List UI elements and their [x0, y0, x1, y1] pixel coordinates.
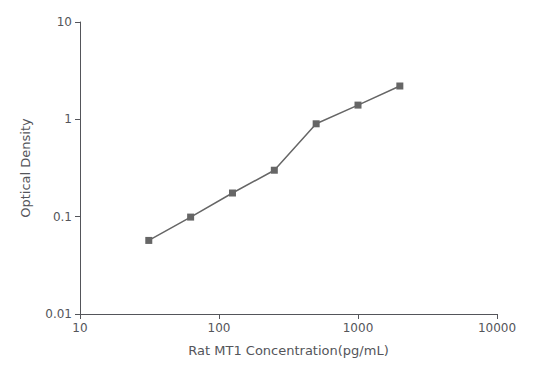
svg-text:Rat MT1 Concentration(pg/mL): Rat MT1 Concentration(pg/mL) [188, 343, 388, 358]
svg-text:10000: 10000 [478, 321, 516, 335]
svg-text:1: 1 [64, 112, 72, 126]
svg-text:1000: 1000 [343, 321, 374, 335]
svg-text:10: 10 [57, 15, 72, 29]
svg-text:0.1: 0.1 [53, 210, 72, 224]
svg-text:0.01: 0.01 [45, 307, 72, 321]
svg-text:10: 10 [72, 321, 87, 335]
svg-text:100: 100 [208, 321, 231, 335]
svg-text:Optical Density: Optical Density [18, 118, 33, 218]
